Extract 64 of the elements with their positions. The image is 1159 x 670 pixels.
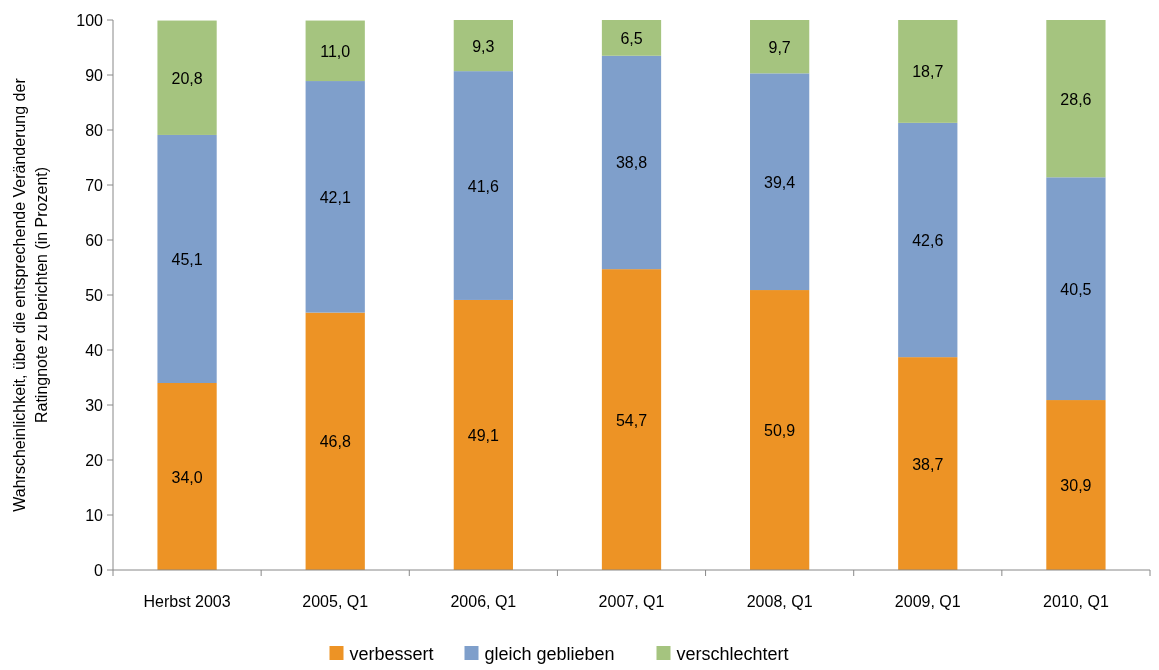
data-label: 54,7 bbox=[615, 411, 648, 429]
bar bbox=[750, 20, 810, 74]
y-tick-label: 60 bbox=[85, 232, 104, 249]
data-label: 49,1 bbox=[467, 426, 500, 444]
data-label: 42,6 bbox=[912, 232, 944, 249]
bar bbox=[453, 299, 513, 570]
x-tick-label: 2005, Q1 bbox=[302, 593, 369, 610]
bar bbox=[305, 81, 365, 313]
bar bbox=[453, 71, 513, 300]
bar bbox=[1046, 20, 1106, 178]
bar bbox=[898, 357, 958, 570]
bar bbox=[601, 269, 662, 570]
data-label: 39,4 bbox=[764, 173, 796, 191]
legend-label: gleich geblieben bbox=[484, 644, 615, 664]
y-tick-label: 80 bbox=[85, 122, 104, 139]
legend-label: verbessert bbox=[349, 644, 434, 664]
data-label: 45,1 bbox=[171, 250, 203, 268]
x-tick-label: 2007, Q1 bbox=[598, 593, 665, 610]
bar bbox=[305, 312, 365, 570]
data-label: 38,7 bbox=[912, 455, 944, 473]
data-label: 9,7 bbox=[768, 38, 791, 56]
bar bbox=[1046, 177, 1106, 401]
data-label: 34,0 bbox=[171, 468, 203, 486]
y-tick-label: 30 bbox=[85, 397, 104, 414]
bar bbox=[601, 20, 662, 56]
bar bbox=[601, 55, 662, 270]
data-label: 50,9 bbox=[764, 422, 796, 440]
data-label: 30,9 bbox=[1060, 477, 1092, 495]
data-label: 40,5 bbox=[1060, 280, 1092, 298]
data-label: 20,8 bbox=[171, 69, 203, 87]
y-tick-label: 50 bbox=[85, 287, 104, 304]
bar bbox=[1046, 400, 1106, 570]
y-tick-label: 40 bbox=[85, 342, 104, 359]
data-label: 6,5 bbox=[620, 29, 643, 47]
data-label: 11,0 bbox=[320, 42, 351, 60]
bar bbox=[157, 20, 217, 135]
x-tick-label: 2006, Q1 bbox=[450, 593, 517, 610]
data-label: 18,7 bbox=[912, 63, 944, 81]
data-label: 9,3 bbox=[472, 37, 495, 55]
y-tick-label: 10 bbox=[85, 507, 104, 524]
bar bbox=[453, 20, 513, 72]
y-tick-label: 70 bbox=[85, 177, 104, 194]
bar bbox=[305, 20, 365, 82]
data-label: 42,1 bbox=[319, 188, 351, 206]
bar bbox=[157, 134, 217, 383]
legend-label: verschlechtert bbox=[676, 644, 789, 664]
y-tick-label: 0 bbox=[94, 562, 104, 579]
bar bbox=[898, 122, 958, 358]
x-tick-label: Herbst 2003 bbox=[143, 593, 231, 610]
data-label: 41,6 bbox=[467, 177, 500, 195]
data-label: 28,6 bbox=[1060, 90, 1092, 108]
data-label: 46,8 bbox=[319, 433, 351, 451]
bar bbox=[750, 73, 810, 291]
bar bbox=[898, 20, 958, 123]
y-axis-title: Wahrscheinlichkeit, über die entsprechende Veränderung der Ratingnote zu berichten (in Prozent) bbox=[11, 77, 50, 512]
data-label: 38,8 bbox=[615, 154, 648, 172]
x-tick-label: 2010, Q1 bbox=[1043, 593, 1109, 610]
y-tick-label: 90 bbox=[85, 67, 104, 84]
bar bbox=[750, 290, 810, 570]
bar bbox=[157, 383, 217, 570]
x-tick-label: 2009, Q1 bbox=[894, 593, 961, 610]
x-tick-label: 2008, Q1 bbox=[746, 593, 813, 610]
y-tick-label: 20 bbox=[85, 452, 104, 469]
y-tick-label: 100 bbox=[76, 12, 104, 29]
